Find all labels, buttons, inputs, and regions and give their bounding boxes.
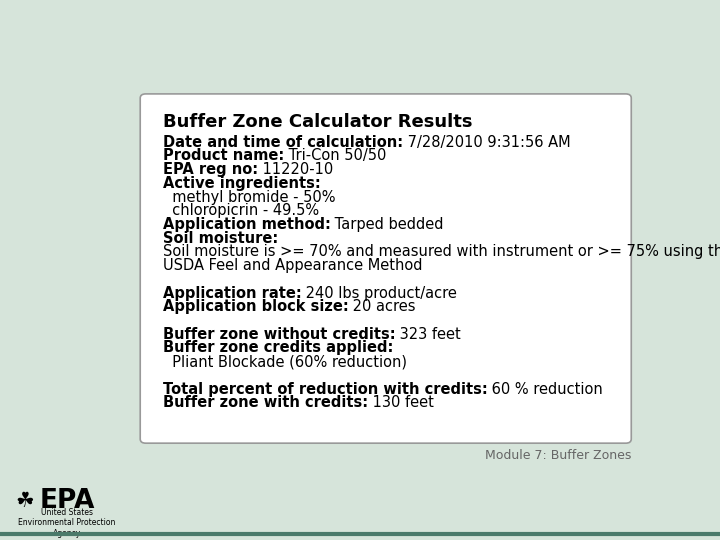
Text: 323 feet: 323 feet: [395, 327, 461, 342]
Text: ☘: ☘: [15, 491, 34, 511]
Text: Total percent of reduction with credits:: Total percent of reduction with credits:: [163, 382, 487, 397]
Text: Application rate:: Application rate:: [163, 286, 301, 301]
Text: Date and time of calculation:: Date and time of calculation:: [163, 134, 402, 150]
Text: 11220-10: 11220-10: [258, 162, 333, 177]
Text: United States
Environmental Protection
Agency: United States Environmental Protection A…: [18, 508, 115, 538]
Text: 130 feet: 130 feet: [368, 395, 433, 410]
Text: chloropicrin - 49.5%: chloropicrin - 49.5%: [163, 203, 319, 218]
Text: Active ingredients:: Active ingredients:: [163, 176, 320, 191]
Text: methyl bromide - 50%: methyl bromide - 50%: [163, 190, 335, 205]
Text: Module 7: Buffer Zones: Module 7: Buffer Zones: [485, 449, 631, 462]
Text: Buffer zone with credits:: Buffer zone with credits:: [163, 395, 368, 410]
Text: 20 acres: 20 acres: [348, 299, 415, 314]
Text: Tri-Con 50/50: Tri-Con 50/50: [284, 148, 386, 164]
Text: Buffer zone without credits:: Buffer zone without credits:: [163, 327, 395, 342]
FancyBboxPatch shape: [140, 94, 631, 443]
Text: Buffer zone credits applied:: Buffer zone credits applied:: [163, 341, 393, 355]
Text: USDA Feel and Appearance Method: USDA Feel and Appearance Method: [163, 258, 422, 273]
Text: Pliant Blockade (60% reduction): Pliant Blockade (60% reduction): [163, 354, 407, 369]
Text: Application block size:: Application block size:: [163, 299, 348, 314]
Text: EPA: EPA: [39, 488, 94, 514]
Text: 240 lbs product/acre: 240 lbs product/acre: [301, 286, 457, 301]
Text: Application method:: Application method:: [163, 217, 330, 232]
Text: Soil moisture is >= 70% and measured with instrument or >= 75% using the: Soil moisture is >= 70% and measured wit…: [163, 245, 720, 259]
Text: 60 % reduction: 60 % reduction: [487, 382, 603, 397]
Text: Tarped bedded: Tarped bedded: [330, 217, 444, 232]
Text: EPA reg no:: EPA reg no:: [163, 162, 258, 177]
Text: Product name:: Product name:: [163, 148, 284, 164]
Text: 7/28/2010 9:31:56 AM: 7/28/2010 9:31:56 AM: [402, 134, 570, 150]
Text: Soil moisture:: Soil moisture:: [163, 231, 278, 246]
Text: Buffer Zone Calculator Results: Buffer Zone Calculator Results: [163, 113, 472, 131]
